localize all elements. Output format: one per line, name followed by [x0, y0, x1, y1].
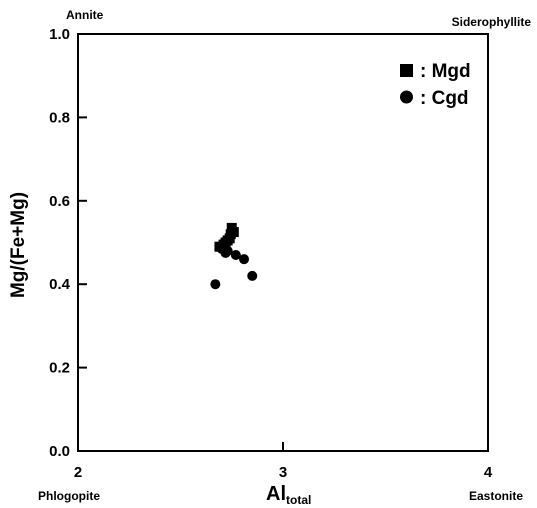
x-axis-title: Altotal [266, 483, 311, 507]
x-axis-title-subscript: total [286, 493, 311, 507]
cgd-data-point [239, 254, 250, 265]
y-tick-label: 1.0 [49, 26, 70, 43]
x-axis-ticks: 2 3 4 [74, 442, 493, 481]
y-axis-ticks: 0.0 0.2 0.4 0.6 0.8 1.0 [49, 26, 87, 460]
legend-label-mgd: : Mgd [420, 61, 471, 82]
y-tick-label: 0.4 [49, 276, 71, 293]
data-points [210, 222, 258, 290]
cgd-data-point [247, 270, 258, 281]
corner-label-eastonite: Eastonite [469, 489, 523, 503]
legend-square-marker [400, 64, 413, 77]
y-tick-label: 0.2 [49, 360, 70, 377]
cgd-data-point [210, 279, 221, 290]
x-tick-label: 4 [484, 464, 493, 481]
corner-label-siderophyllite: Siderophyllite [452, 15, 532, 29]
legend-circle-marker [400, 90, 413, 104]
corner-label-phlogopite: Phlogopite [38, 489, 100, 503]
cgd-data-point [222, 245, 233, 256]
cgd-data-point [230, 250, 241, 261]
x-tick-label: 2 [74, 464, 82, 481]
legend: : Mgd : Cgd [400, 61, 471, 109]
y-axis-title: Mg/(Fe+Mg) [8, 192, 29, 298]
y-tick-label: 0.8 [49, 109, 70, 126]
mgd-data-point [228, 227, 239, 238]
x-tick-label: 3 [279, 464, 287, 481]
legend-label-cgd: : Cgd [420, 88, 469, 109]
y-tick-label: 0.6 [49, 193, 70, 210]
x-axis-title-main: Al [266, 483, 286, 505]
y-tick-label: 0.0 [49, 443, 70, 460]
corner-label-annite: Annite [66, 8, 104, 22]
